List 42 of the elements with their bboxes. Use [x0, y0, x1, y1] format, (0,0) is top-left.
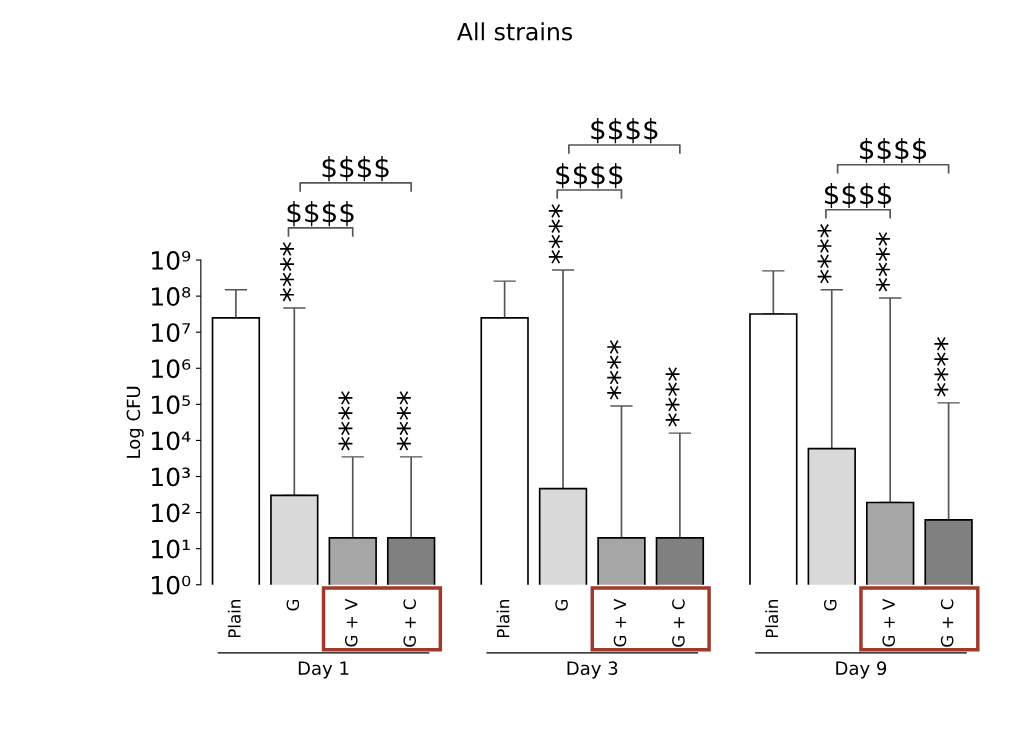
annotation: ****	[817, 224, 832, 284]
y-tick-label: 10⁹	[152, 250, 191, 270]
text: $$$$	[322, 156, 389, 182]
text: $$$$	[860, 137, 927, 164]
x-tick-label: G + C	[672, 599, 685, 647]
x-tick-label: G + C	[940, 599, 954, 647]
y-tick-label: 10¹	[152, 539, 190, 559]
text: $$$$	[287, 201, 354, 227]
annotation: ****	[665, 367, 680, 427]
x-tick-label: Plain	[765, 600, 779, 638]
y-tick-label: 10⁷	[152, 323, 190, 343]
x-tick-label: G	[555, 600, 568, 611]
annotation: ****	[875, 232, 890, 292]
y-tick-label: 10²	[152, 503, 190, 523]
annotation: ****	[934, 337, 949, 397]
annotation: ****	[607, 340, 622, 400]
text: Day 3	[567, 661, 618, 679]
annotation: ****	[396, 391, 411, 451]
y-tick-label: 10⁴	[152, 431, 191, 451]
x-tick-label: G + C	[403, 599, 416, 647]
y-tick-label: 10⁸	[152, 287, 191, 306]
y-tick-label: 10⁰	[152, 575, 191, 595]
text: Day 1	[298, 661, 349, 679]
x-tick-label: Plain	[227, 600, 241, 638]
annotation: ****	[548, 204, 563, 264]
x-tick-label: Plain	[496, 600, 510, 638]
y-axis-title: Log CFU	[126, 386, 144, 458]
x-tick-label: G + V	[882, 598, 896, 647]
annotation: ****	[338, 391, 353, 451]
y-tick-label: 10⁶	[152, 359, 191, 379]
text: $$$$	[591, 118, 658, 144]
y-tick-label: 10⁵	[152, 395, 190, 415]
x-tick-label: G + V	[344, 598, 358, 647]
text: $$$$	[825, 182, 892, 209]
text: $$$$	[556, 163, 623, 189]
annotation: ****	[280, 242, 295, 302]
text: Day 9	[836, 661, 887, 679]
x-tick-label: G	[823, 600, 837, 611]
chart-title: All strains	[457, 22, 573, 41]
x-tick-label: G	[286, 600, 300, 611]
y-tick-label: 10³	[152, 467, 190, 487]
x-tick-label: G + V	[613, 598, 627, 647]
